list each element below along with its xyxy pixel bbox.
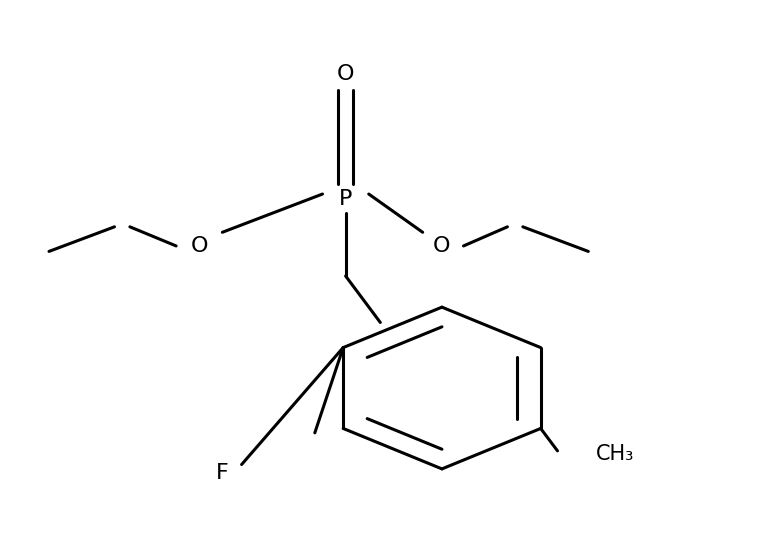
Text: F: F [216,463,229,482]
Text: O: O [190,236,208,256]
Text: CH₃: CH₃ [596,444,635,464]
Text: O: O [337,64,355,84]
Text: O: O [433,236,451,256]
Text: P: P [339,189,352,210]
